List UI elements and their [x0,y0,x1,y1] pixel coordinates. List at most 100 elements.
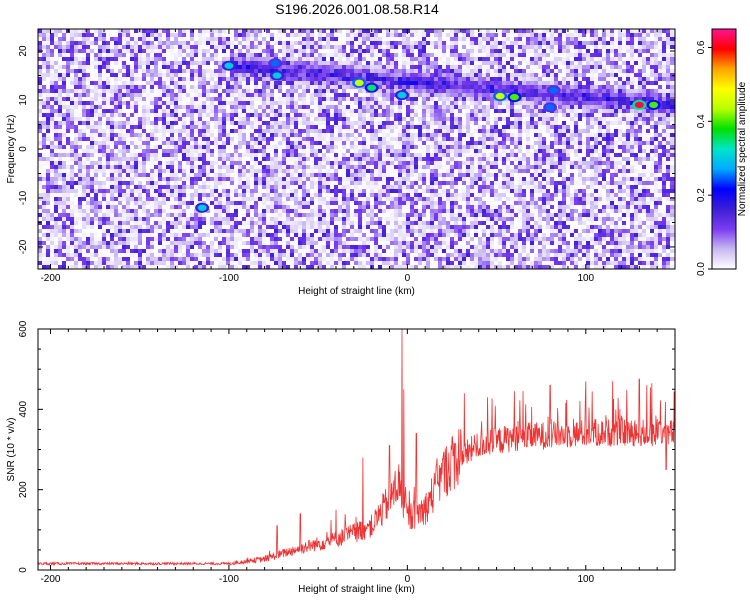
spectrogram-cell [206,81,211,86]
spectrogram-cell [114,33,119,38]
spectrogram-cell [122,97,127,102]
spectrogram-cell [398,53,403,58]
spectrogram-cell [150,69,155,74]
spectrogram-cell [394,69,399,74]
spectrogram-cell [522,125,527,130]
spectrogram-cell [162,153,167,158]
spectrogram-cell [386,137,391,142]
spectrogram-cell [558,49,563,54]
spectrogram-cell [174,133,179,138]
spectrogram-cell [394,33,399,38]
spectrogram-cell [94,33,99,38]
spectrogram-cell [278,117,283,122]
spectrogram-cell [230,133,235,138]
spectrogram-cell [390,57,395,62]
spectrogram-cell [242,109,247,114]
spectrogram-cell [230,93,235,98]
spectrogram-cell [618,113,623,118]
spectrogram-cell [574,117,579,122]
spectrogram-cell [350,29,355,34]
spectrogram-cell [474,141,479,146]
spectrogram-cell [574,97,579,102]
spectrogram-cell [38,109,43,114]
spectrogram-cell [434,81,439,86]
spectrogram-cell [310,125,315,130]
spectrogram-cell [306,73,311,78]
spectrogram-cell [58,129,63,134]
spectrogram-cell [294,33,299,38]
spectrogram-cell [530,105,535,110]
spectrogram-cell [186,129,191,134]
spectrogram-cell [198,77,203,82]
spectrogram-cell [50,89,55,94]
spectrogram-cell [118,81,123,86]
spectrogram-cell [246,73,251,78]
spectrogram-cell [646,33,651,38]
spectrogram-cell [438,105,443,110]
spectrogram-cell [326,129,331,134]
spectrogram-cell [66,133,71,138]
spectrogram-cell [310,97,315,102]
spectrogram-cell [70,153,75,158]
spectrogram-cell [454,73,459,78]
spectrogram-cell [670,37,675,42]
spectrogram-cell [166,141,171,146]
spectrogram-cell [206,61,211,66]
spectrogram-cell [382,129,387,134]
spectrogram-cell [442,97,447,102]
spectrogram-cell [242,85,247,90]
spectrogram-cell [602,113,607,118]
spectrogram-cell [522,77,527,82]
spectrogram-cell [618,97,623,102]
spectrogram-cell [134,137,139,142]
spectrogram-cell [90,113,95,118]
spectrogram-cell [486,69,491,74]
spectrogram-cell [98,69,103,74]
spectrogram-cell [618,89,623,94]
spectrogram-cell [206,113,211,118]
spectrogram-cell [618,149,623,154]
spectrogram-cell [390,129,395,134]
spectrogram-cell [430,129,435,134]
spectrogram-cell [186,109,191,114]
spectrogram-cell [254,101,259,106]
spectrogram-cell [98,129,103,134]
spectrogram-cell [634,113,639,118]
spectrogram-cell [350,45,355,50]
spectrogram-cell [574,101,579,106]
spectrogram-cell [334,85,339,90]
spectrogram-cell [406,69,411,74]
spectrogram-cell [650,65,655,70]
spectrogram-cell [410,77,415,82]
spectrogram-cell [430,49,435,54]
spectrogram-cell [66,109,71,114]
spectrogram-cell [566,101,571,106]
spectrogram-cell [646,49,651,54]
spectrogram-cell [418,77,423,82]
spectrogram-cell [78,69,83,74]
spectrogram-cell [570,85,575,90]
spectrogram-cell [146,137,151,142]
spectrogram-cell [474,65,479,70]
spectrogram-cell [38,69,43,74]
spectrogram-cell [518,85,523,90]
spectrogram-cell [646,149,651,154]
spectrogram-cell [518,145,523,150]
spectrogram-cell [398,109,403,114]
spectrogram-cell [122,129,127,134]
spectrogram-cell [562,109,567,114]
spectrogram-cell [290,45,295,50]
spectrogram-cell [258,73,263,78]
spectrogram-cell [622,141,627,146]
spectrogram-cell [558,37,563,42]
spectrogram-cell [126,153,131,158]
spectrogram-cell [266,81,271,86]
spectrogram-cell [434,105,439,110]
spectrogram-cell [310,61,315,66]
spectrogram-cell [142,89,147,94]
spectrogram-cell [530,93,535,98]
spectrogram-cell [258,109,263,114]
spectrogram-cell [210,57,215,62]
spectrogram-cell [402,117,407,122]
spectrogram-cell [338,141,343,146]
